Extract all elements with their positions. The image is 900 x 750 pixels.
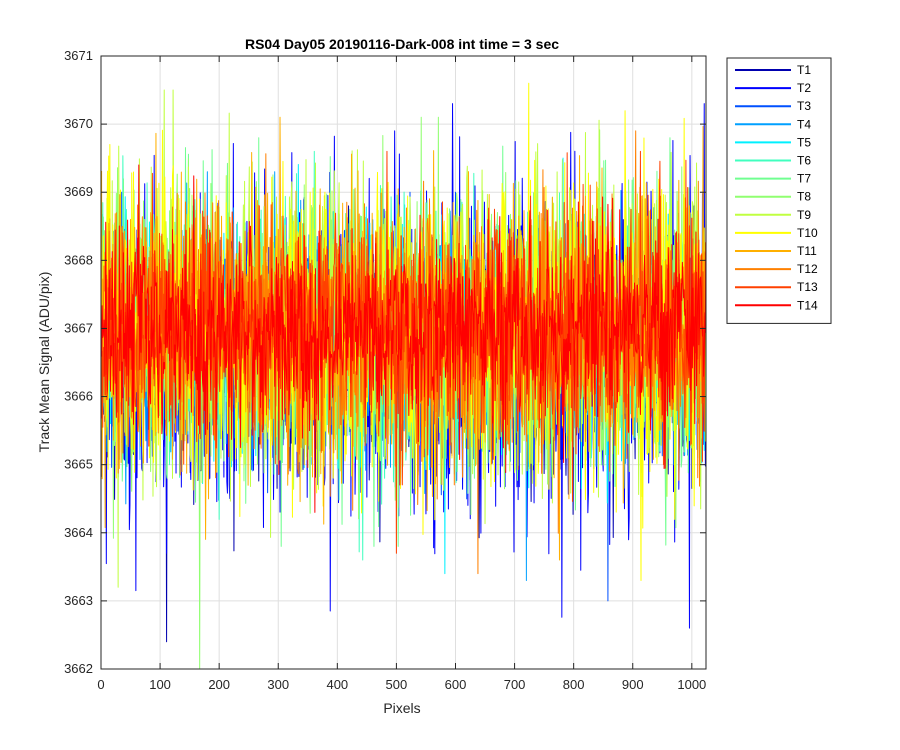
x-tick-label: 500: [386, 677, 408, 692]
legend-label: T8: [797, 190, 811, 204]
legend-label: T2: [797, 81, 811, 95]
x-tick-label: 100: [149, 677, 171, 692]
legend-label: T5: [797, 135, 811, 149]
legend-label: T14: [797, 298, 818, 312]
x-tick-label: 200: [208, 677, 230, 692]
legend-label: T4: [797, 117, 811, 131]
plot-frame: [100, 55, 707, 670]
y-axis-label: Track Mean Signal (ADU/pix): [36, 272, 52, 453]
x-tick-label: 0: [97, 677, 104, 692]
y-tick-label: 3671: [64, 48, 93, 63]
legend: T1 T2 T3 T4 T5 T6 T7 T8 T9 T10 T11 T12 T13 T14: [726, 57, 832, 324]
legend-label: T3: [797, 99, 811, 113]
legend-label: T6: [797, 154, 811, 168]
x-tick-label: 1000: [677, 677, 706, 692]
y-tick-label: 3665: [64, 457, 93, 472]
x-tick-label: 900: [622, 677, 644, 692]
y-axis: 3662 3663 3664 3665 3666 3667 3668 3669 3670 3671: [64, 48, 706, 676]
legend-label: T13: [797, 280, 818, 294]
x-tick-label: 600: [445, 677, 467, 692]
y-tick-label: 3668: [64, 252, 93, 267]
y-tick-label: 3662: [64, 661, 93, 676]
y-tick-label: 3670: [64, 116, 93, 131]
legend-label: T1: [797, 63, 811, 77]
legend-label: T12: [797, 262, 818, 276]
series-group: [101, 82, 707, 670]
x-axis-label: Pixels: [383, 700, 420, 716]
x-tick-label: 700: [504, 677, 526, 692]
legend-label: T9: [797, 208, 811, 222]
legend-box: [726, 57, 832, 324]
x-tick-label: 300: [267, 677, 289, 692]
series-line-t13: [101, 150, 707, 554]
x-tick-label: 400: [326, 677, 348, 692]
legend-label: T11: [797, 244, 817, 258]
y-tick-label: 3666: [64, 389, 93, 404]
x-tick-label: 800: [563, 677, 585, 692]
legend-label: T10: [797, 226, 818, 240]
x-axis: 0 100 200 300 400 500 600 700 800 900 1000: [97, 56, 706, 692]
series-line-t14: [101, 164, 707, 513]
chart-title: RS04 Day05 20190116-Dark-008 int time = …: [245, 36, 559, 52]
y-tick-label: 3664: [64, 525, 93, 540]
y-tick-label: 3667: [64, 320, 93, 335]
y-tick-label: 3663: [64, 593, 93, 608]
legend-label: T7: [797, 172, 811, 186]
y-tick-label: 3669: [64, 184, 93, 199]
